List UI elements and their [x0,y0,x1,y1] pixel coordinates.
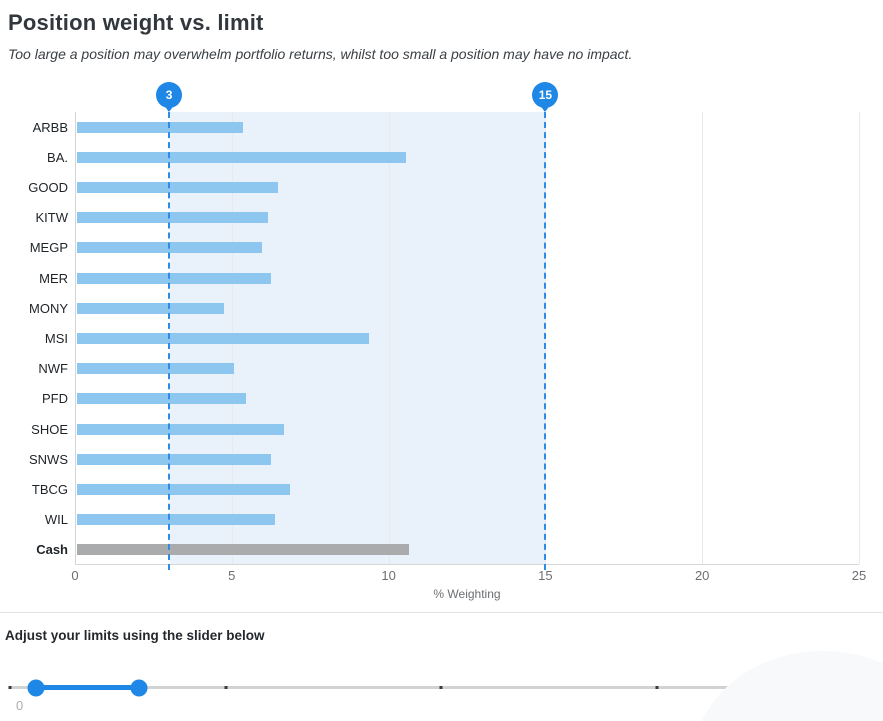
bar-shoe [77,423,284,435]
bar-snws [77,453,272,465]
bar-cash [77,544,410,556]
x-tick-0: 0 [71,568,79,583]
x-tick-5: 5 [228,568,236,583]
x-tick-15: 15 [538,568,553,583]
slider-handle-upper[interactable] [130,679,148,696]
category-label-megp: MEGP [29,240,68,256]
slider-tick-0 [8,686,12,689]
category-label-ba: BA. [47,149,68,165]
category-label-mony: MONY [29,300,68,316]
limit-pin-tail-3 [163,104,176,112]
limit-line-3 [168,112,171,570]
slider-selected-range [35,685,140,690]
bar-mer [77,272,272,284]
page-subtitle: Too large a position may overwhelm portf… [8,46,633,62]
gridline [388,112,390,564]
x-tick-10: 10 [381,568,396,583]
chart-plot-area [75,112,860,565]
category-label-nwf: NWF [38,361,68,377]
bar-mony [77,302,225,314]
category-label-good: GOOD [28,180,68,195]
category-label-wil: WIL [44,512,68,528]
category-label-tbcg: TBCG [31,482,68,497]
bar-pfd [77,393,247,405]
category-label-snws: SNWS [29,451,68,467]
category-label-mer: MER [39,270,68,286]
bar-msi [77,333,369,344]
section-divider [0,612,883,613]
limit-pin-3[interactable]: 3 [156,82,183,108]
gridline [702,112,704,564]
limit-pin-15[interactable]: 15 [532,82,559,108]
category-label-msi: MSI [44,331,68,346]
category-label-arbb: ARBB [32,119,68,135]
limit-pin-tail-15 [539,104,552,112]
x-tick-25: 25 [851,568,867,583]
category-label-shoe: SHOE [31,421,68,437]
slider-tick-75 [655,686,658,689]
bar-ba [77,151,407,163]
x-tick-20: 20 [694,568,710,583]
slider-tick-25 [224,686,227,689]
slider-min-label: 0 [16,698,24,713]
bar-wil [77,514,275,526]
category-label-kitw: KITW [35,210,69,226]
bar-nwf [77,363,234,375]
bar-arbb [77,121,244,133]
bar-kitw [77,212,269,224]
bar-good [77,182,278,193]
page-title: Position weight vs. limit [8,10,264,35]
x-axis-title: % Weighting [433,587,501,601]
category-label-cash: Cash [36,542,68,558]
slider-tick-50 [439,686,443,689]
slider-handle-lower[interactable] [27,679,45,696]
gridline [859,112,860,564]
category-label-pfd: PFD [42,391,68,407]
bar-tbcg [77,484,291,495]
limit-line-15 [544,112,547,570]
slider-instruction: Adjust your limits using the slider belo… [5,628,265,643]
